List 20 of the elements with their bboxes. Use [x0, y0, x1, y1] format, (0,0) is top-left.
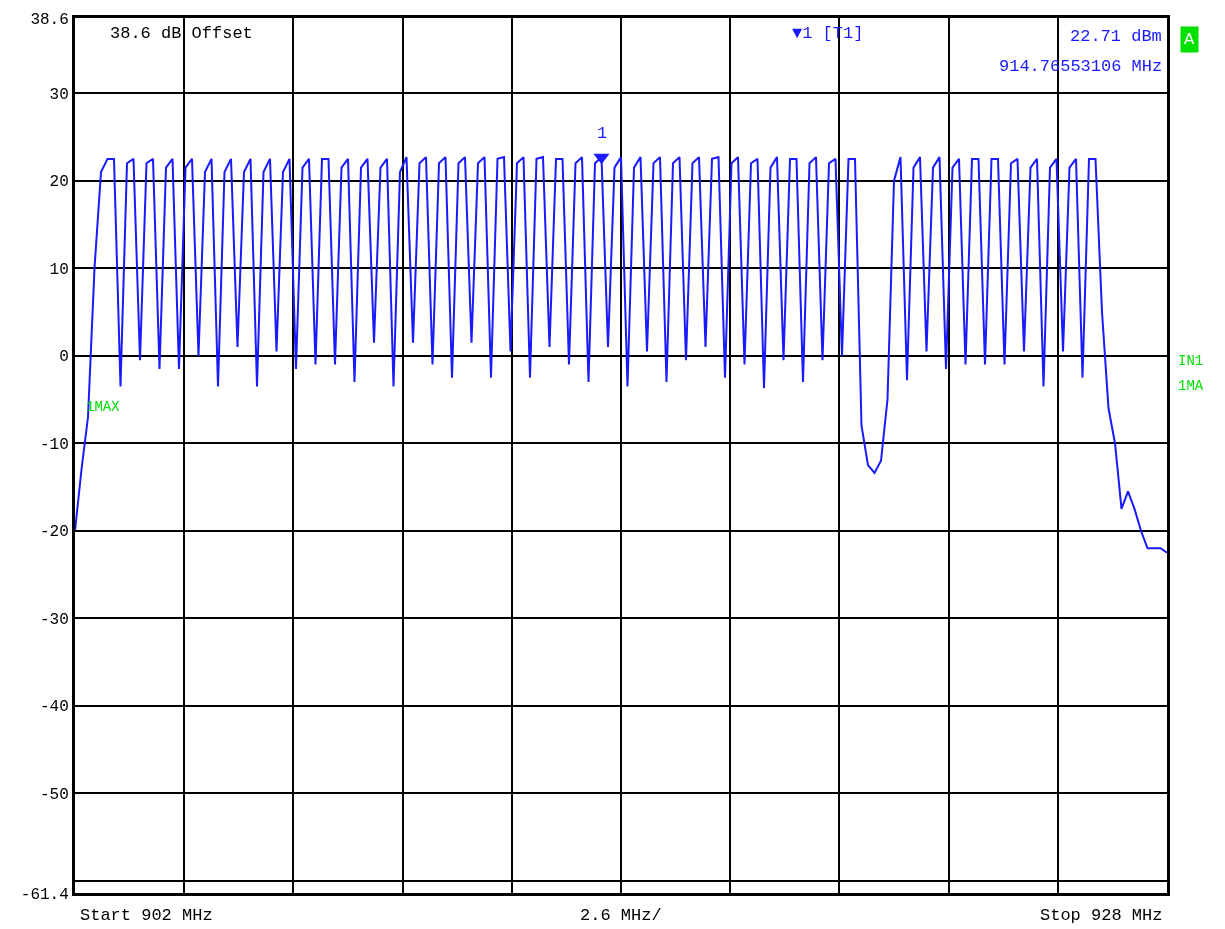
y-tick-label: 38.6 — [30, 10, 69, 29]
text: Start 902 MHz — [80, 906, 213, 925]
annotation: 38.6 dB Offset — [110, 24, 253, 43]
y-tick-label: -61.4 — [20, 885, 69, 904]
annotation: 1 — [597, 124, 608, 143]
text: 1MA — [1178, 378, 1204, 394]
y-tick-label: 30 — [49, 85, 69, 104]
y-tick-label: -40 — [39, 698, 69, 717]
text: A — [1184, 30, 1195, 49]
text: 2.6 MHz/ — [580, 906, 662, 925]
y-tick-label: 0 — [59, 348, 69, 367]
y-tick-label: -50 — [39, 785, 69, 804]
y-tick-label: 10 — [49, 260, 69, 279]
y-tick-label: -30 — [39, 610, 69, 629]
text: IN1 — [1178, 353, 1204, 369]
annotation: 22.71 dBm — [1070, 27, 1162, 46]
y-tick-label: 20 — [49, 173, 69, 192]
text: Stop 928 MHz — [1040, 906, 1163, 925]
y-tick-label: -10 — [39, 435, 69, 454]
y-tick-label: -20 — [39, 523, 69, 542]
